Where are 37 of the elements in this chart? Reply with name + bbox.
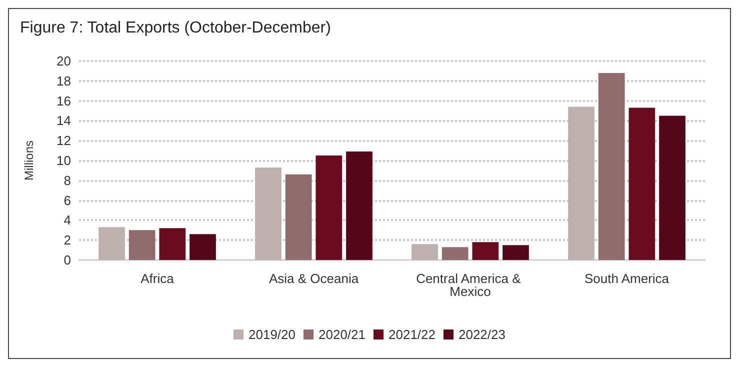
bar xyxy=(659,116,686,260)
bar xyxy=(159,228,186,260)
legend-label: 2019/20 xyxy=(248,327,296,342)
bar xyxy=(628,108,656,260)
bar xyxy=(346,152,372,260)
x-tick-label: Africa xyxy=(140,271,175,286)
y-tick-label: 0 xyxy=(64,252,71,268)
bar xyxy=(316,156,342,260)
bar xyxy=(568,106,594,260)
y-tick-label: 8 xyxy=(64,172,71,188)
bar xyxy=(255,167,282,260)
y-tick-label: 14 xyxy=(56,113,71,128)
bar xyxy=(442,247,468,260)
y-tick-label: 4 xyxy=(64,212,71,228)
y-axis-title: Millions xyxy=(22,140,36,181)
bar xyxy=(98,227,125,260)
legend-label: 2020/21 xyxy=(318,327,366,342)
y-tick-label: 6 xyxy=(64,192,71,208)
y-tick-label: 18 xyxy=(56,73,71,88)
legend-label: 2021/22 xyxy=(388,327,436,342)
y-tick-label: 20 xyxy=(56,54,71,68)
legend-label: 2022/23 xyxy=(458,327,506,342)
bar xyxy=(502,245,529,260)
bar xyxy=(190,234,216,260)
y-tick-label: 10 xyxy=(56,153,71,168)
bar xyxy=(412,244,438,260)
y-tick-label: 2 xyxy=(64,232,71,248)
x-tick-label: South America xyxy=(584,271,670,286)
y-tick-label: 12 xyxy=(56,133,71,148)
bar xyxy=(285,174,312,260)
x-tick-label: Central America & Mexico xyxy=(416,271,524,299)
bar xyxy=(598,72,625,260)
bar xyxy=(472,242,499,260)
bar xyxy=(128,230,156,260)
chart-title: Figure 7: Total Exports (October-December) xyxy=(20,20,331,36)
y-tick-label: 16 xyxy=(56,93,71,108)
x-tick-label: Asia & Oceania xyxy=(268,271,360,286)
